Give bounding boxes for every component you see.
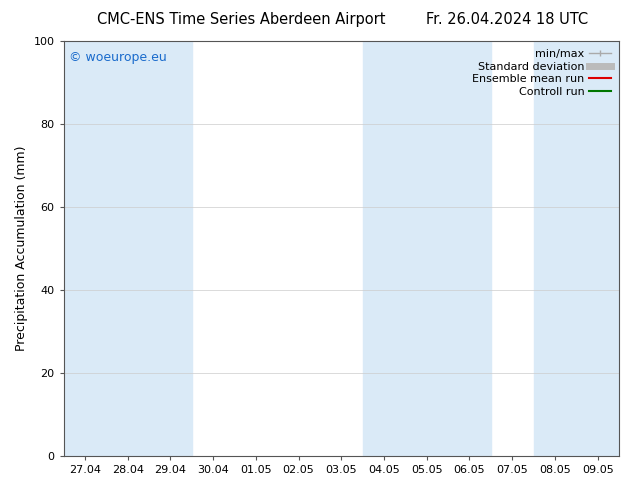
Legend: min/max, Standard deviation, Ensemble mean run, Controll run: min/max, Standard deviation, Ensemble me… xyxy=(470,47,614,99)
Bar xyxy=(63,41,191,456)
Text: CMC-ENS Time Series Aberdeen Airport: CMC-ENS Time Series Aberdeen Airport xyxy=(96,12,385,27)
Bar xyxy=(534,41,619,456)
Text: © woeurope.eu: © woeurope.eu xyxy=(69,51,167,64)
Text: Fr. 26.04.2024 18 UTC: Fr. 26.04.2024 18 UTC xyxy=(426,12,588,27)
Y-axis label: Precipitation Accumulation (mm): Precipitation Accumulation (mm) xyxy=(15,146,28,351)
Bar xyxy=(363,41,491,456)
